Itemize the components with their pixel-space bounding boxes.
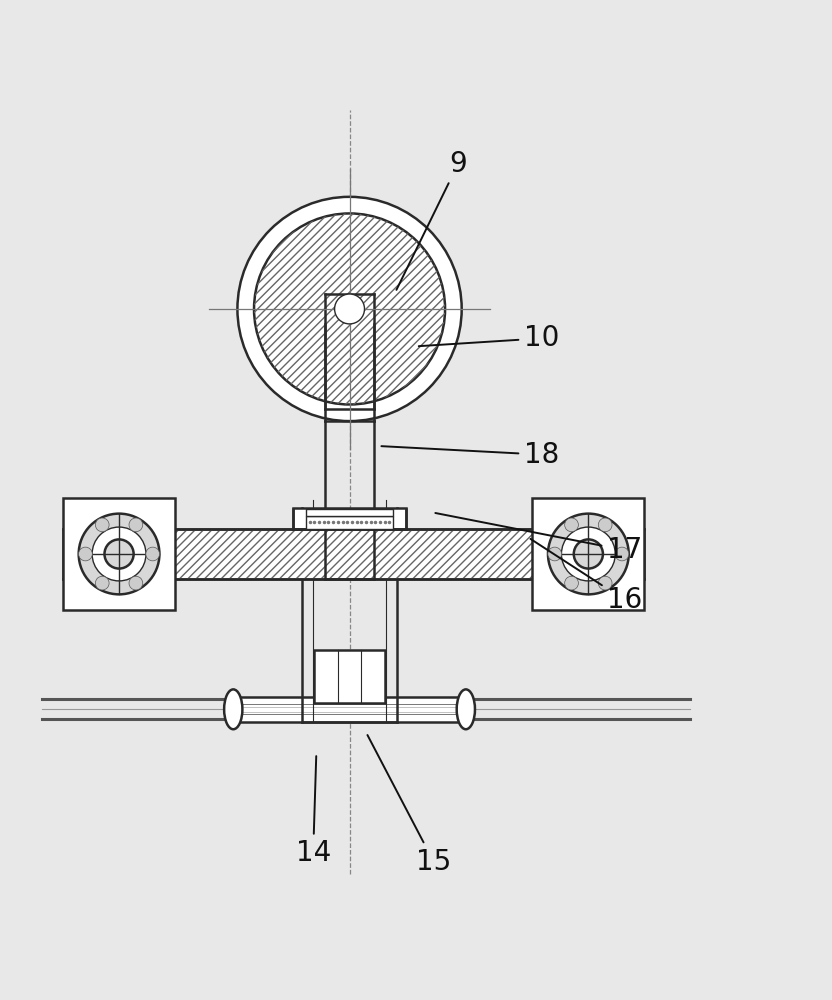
Text: 17: 17: [435, 513, 642, 564]
Circle shape: [129, 576, 143, 590]
Circle shape: [78, 547, 92, 561]
Bar: [532, 498, 645, 610]
Circle shape: [547, 547, 562, 561]
Circle shape: [548, 514, 629, 594]
Text: 10: 10: [418, 324, 559, 352]
Circle shape: [96, 576, 109, 590]
Circle shape: [79, 514, 160, 594]
Circle shape: [598, 518, 612, 532]
Circle shape: [562, 527, 615, 581]
Circle shape: [129, 518, 143, 532]
Circle shape: [565, 576, 578, 590]
Bar: [305, 509, 394, 516]
Circle shape: [574, 539, 603, 569]
Ellipse shape: [224, 689, 242, 729]
Circle shape: [565, 518, 578, 532]
Circle shape: [146, 547, 160, 561]
Bar: [63, 529, 645, 579]
Circle shape: [92, 527, 146, 581]
Circle shape: [96, 518, 109, 532]
Circle shape: [105, 539, 134, 569]
Circle shape: [598, 576, 612, 590]
Circle shape: [334, 294, 364, 324]
Bar: [63, 498, 175, 610]
Bar: [314, 650, 385, 703]
Bar: [63, 529, 645, 579]
Text: 16: 16: [531, 539, 642, 614]
Text: 18: 18: [381, 441, 559, 469]
Circle shape: [237, 197, 462, 421]
Text: 9: 9: [397, 150, 467, 290]
Bar: [305, 516, 394, 529]
Bar: [294, 508, 406, 529]
Text: 15: 15: [368, 735, 451, 876]
Circle shape: [254, 213, 445, 404]
Text: 14: 14: [295, 756, 331, 867]
Circle shape: [615, 547, 629, 561]
Bar: [233, 697, 466, 722]
Ellipse shape: [457, 689, 475, 729]
